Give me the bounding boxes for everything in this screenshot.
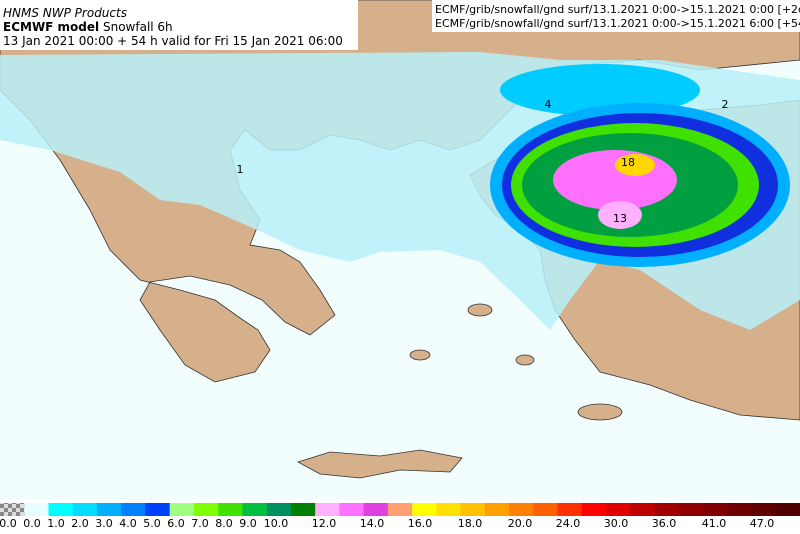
colorbar-swatch xyxy=(315,503,340,516)
colorbar-swatch xyxy=(193,503,219,516)
snow-band xyxy=(500,64,700,116)
colorbar-swatch xyxy=(121,503,146,516)
colorbar-label: 6.0 xyxy=(167,517,185,530)
colorbar-label: 4.0 xyxy=(119,517,137,530)
colorbar-label: 10.0 xyxy=(264,517,289,530)
colorbar-label: 16.0 xyxy=(408,517,433,530)
colorbar-swatch xyxy=(48,503,74,516)
colorbar-swatch xyxy=(0,503,25,516)
colorbar-swatch xyxy=(290,503,316,516)
colorbar-swatch xyxy=(412,503,437,516)
file-line: ECMF/grib/snowfall/gnd surf/13.1.2021 0:… xyxy=(435,17,800,30)
colorbar-label: 20.0 xyxy=(508,517,533,530)
colorbar-swatch xyxy=(96,503,122,516)
colorbar-label: 0.0 xyxy=(23,517,41,530)
colorbar-label: 14.0 xyxy=(360,517,385,530)
colorbar-label: 7.0 xyxy=(191,517,209,530)
colorbar-swatch xyxy=(339,503,365,516)
contour-label: 2 xyxy=(722,98,729,111)
colorbar-label: 1.0 xyxy=(47,517,65,530)
colorbar-label: 47.0 xyxy=(750,517,775,530)
colorbar-swatch xyxy=(72,503,98,516)
colorbar-swatch xyxy=(436,503,462,516)
colorbar-swatch xyxy=(24,503,49,516)
colorbar-label: 3.0 xyxy=(95,517,113,530)
colorbar-swatch xyxy=(751,503,777,516)
island xyxy=(577,403,623,421)
product-line: ECMWF model Snowfall 6h xyxy=(3,20,173,34)
colorbar-label: 24.0 xyxy=(556,517,581,530)
island xyxy=(467,303,493,317)
colorbar-swatch xyxy=(387,503,413,516)
snow-band xyxy=(553,150,677,210)
colorbar-label: 41.0 xyxy=(702,517,727,530)
contour-label: 4 xyxy=(545,98,552,111)
colorbar-swatch xyxy=(727,503,753,516)
source: HNMS NWP Products xyxy=(3,6,127,20)
colorbar-swatch xyxy=(775,503,800,516)
model: ECMWF model xyxy=(3,20,99,34)
colorbar-swatch xyxy=(509,503,534,516)
colorbar-swatch xyxy=(678,503,704,516)
island xyxy=(296,449,463,479)
contour-label: 1 xyxy=(237,163,244,176)
colorbar-label: 0.0 xyxy=(0,517,17,530)
files-box xyxy=(432,0,800,32)
colorbar-label: 8.0 xyxy=(215,517,233,530)
colorbar-swatch xyxy=(484,503,510,516)
colorbar-swatch xyxy=(363,503,389,516)
colorbar-swatch xyxy=(581,503,607,516)
island xyxy=(515,354,535,366)
colorbar-swatch xyxy=(630,503,656,516)
colorbar-label: 5.0 xyxy=(143,517,161,530)
contour-label: 18 xyxy=(621,156,635,169)
colorbar-swatch xyxy=(460,503,486,516)
product: Snowfall 6h xyxy=(103,20,173,34)
colorbar-label: 2.0 xyxy=(71,517,89,530)
file-line: ECMF/grib/snowfall/gnd surf/13.1.2021 0:… xyxy=(435,3,800,16)
colorbar-swatch xyxy=(557,503,583,516)
colorbar-swatch xyxy=(218,503,243,516)
colorbar-label: 18.0 xyxy=(458,517,483,530)
colorbar-label: 12.0 xyxy=(312,517,337,530)
colorbar-swatch xyxy=(169,503,195,516)
colorbar-swatch xyxy=(145,503,171,516)
colorbar-swatch xyxy=(266,503,292,516)
valid-time: 13 Jan 2021 00:00 + 54 h valid for Fri 1… xyxy=(3,34,343,48)
colorbar-swatch xyxy=(654,503,680,516)
colorbar-swatch xyxy=(703,503,728,516)
snow-band xyxy=(598,201,642,229)
colorbar-label: 9.0 xyxy=(239,517,257,530)
contour-label: 13 xyxy=(613,212,627,225)
header-box xyxy=(0,0,358,50)
colorbar-swatch xyxy=(242,503,268,516)
snow-band xyxy=(615,154,655,176)
colorbar-swatch xyxy=(533,503,559,516)
colorbar-label: 36.0 xyxy=(652,517,677,530)
island xyxy=(409,349,431,361)
colorbar: 0.0 0.0 1.0 2.0 3.0 4.0 5.0 6.0 7.0 8.0 9.0 10.0 12.… xyxy=(0,503,800,530)
colorbar-label: 30.0 xyxy=(604,517,629,530)
colorbar-swatch xyxy=(606,503,631,516)
